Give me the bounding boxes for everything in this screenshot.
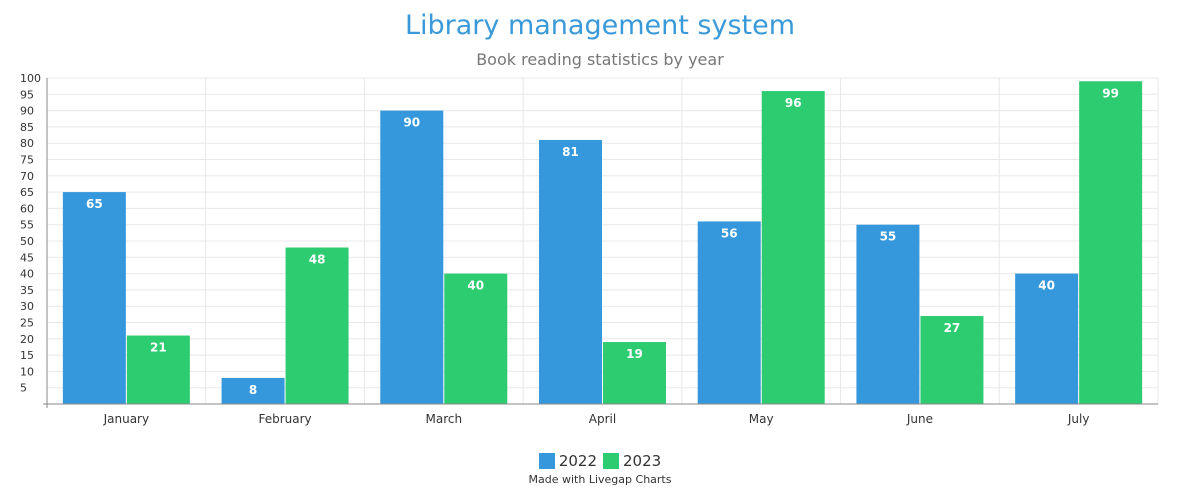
y-tick-label: 15	[20, 349, 34, 362]
x-tick-label: May	[749, 412, 774, 426]
y-tick-label: 80	[20, 137, 34, 150]
legend-swatch-2022	[538, 453, 555, 469]
y-tick-label: 65	[20, 186, 34, 199]
data-label: 40	[467, 279, 484, 293]
y-tick-label: 10	[20, 365, 34, 378]
x-tick-label: March	[425, 412, 462, 426]
y-tick-label: 40	[20, 268, 34, 281]
y-tick-label: 55	[20, 219, 34, 232]
y-tick-label: 30	[20, 300, 34, 313]
bar-2022-may	[697, 221, 761, 404]
bar-2022-february	[221, 377, 285, 404]
bar-2023-april	[603, 342, 666, 404]
data-label: 99	[1102, 86, 1119, 100]
legend-label-2023: 2023	[623, 452, 662, 470]
y-tick-label: 50	[20, 235, 34, 248]
data-label: 40	[1038, 279, 1055, 293]
y-tick-label: 70	[20, 170, 34, 183]
legend-swatch-2023	[603, 453, 619, 469]
y-tick-label: 5	[20, 382, 27, 395]
y-tick-label: 90	[20, 105, 34, 118]
bar-2023-june	[920, 315, 984, 404]
bar-2023-july	[1079, 81, 1143, 404]
legend-item-2023[interactable]: 2023	[603, 452, 661, 470]
y-tick-label: 35	[20, 284, 34, 297]
x-tick-label: January	[103, 412, 150, 426]
bar-2023-may	[761, 91, 825, 404]
bar-2022-july	[1015, 273, 1079, 404]
bar-2022-april	[539, 139, 602, 404]
data-label: 81	[562, 145, 579, 159]
y-tick-label: 85	[20, 121, 34, 134]
y-tick-label: 60	[20, 202, 34, 215]
y-tick-label: 95	[20, 88, 34, 101]
bar-2023-february	[285, 247, 349, 404]
x-tick-label: April	[589, 412, 616, 426]
data-label: 56	[721, 226, 738, 240]
data-label: 96	[785, 96, 802, 110]
credit-text: Made with Livegap Charts	[528, 473, 672, 486]
y-tick-label: 100	[20, 72, 41, 85]
x-tick-label: July	[1067, 412, 1090, 426]
data-label: 8	[249, 383, 257, 397]
data-label: 27	[944, 321, 961, 335]
data-label: 55	[880, 230, 897, 244]
y-tick-label: 75	[20, 154, 34, 167]
data-label: 65	[86, 197, 103, 211]
data-label: 19	[626, 347, 643, 361]
bar-2022-march	[380, 110, 444, 404]
bar-2022-january	[62, 192, 126, 404]
y-tick-label: 25	[20, 317, 34, 330]
y-tick-label: 45	[20, 251, 34, 264]
bar-2023-march	[444, 273, 508, 404]
bar-2022-june	[856, 224, 920, 404]
x-tick-label: February	[258, 412, 311, 426]
legend: 2022 2023	[0, 452, 1200, 470]
legend-label-2022: 2022	[558, 452, 597, 470]
chart-title: Library management system	[404, 10, 796, 41]
y-tick-label: 20	[20, 333, 34, 346]
x-tick-label: June	[906, 412, 933, 426]
chart-subtitle: Book reading statistics by year	[476, 50, 724, 69]
legend-item-2022[interactable]: 2022	[538, 452, 597, 470]
data-label: 48	[309, 253, 326, 267]
data-label: 21	[150, 341, 167, 355]
data-label: 90	[403, 116, 420, 130]
bar-2023-january	[126, 335, 190, 404]
